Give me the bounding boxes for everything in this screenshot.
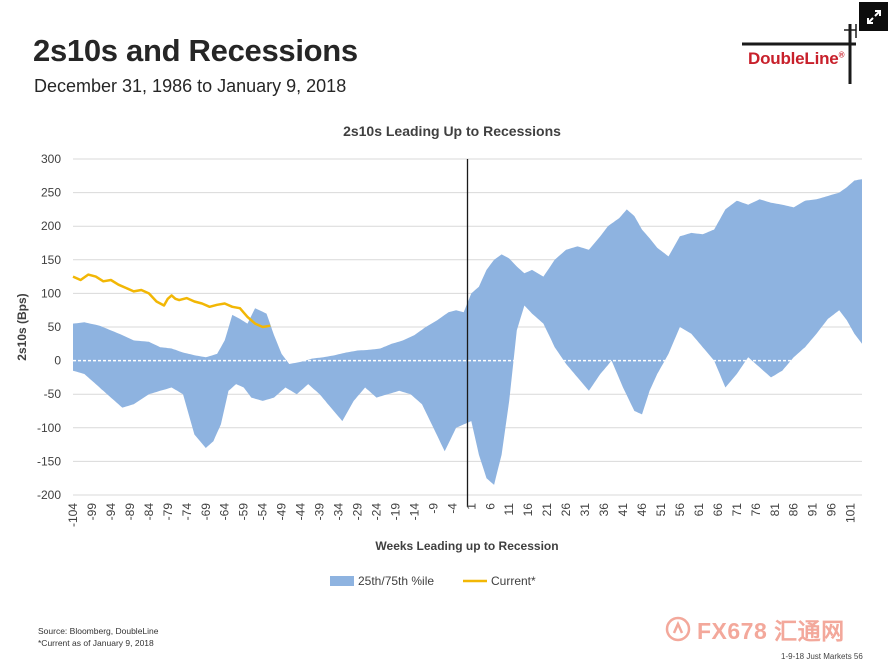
x-tick-label: -69 bbox=[199, 503, 213, 521]
y-tick-label: -150 bbox=[37, 454, 61, 468]
current-line bbox=[72, 273, 271, 329]
y-tick-label: -100 bbox=[37, 421, 61, 435]
slide-footer: 1-9-18 Just Markets 56 bbox=[781, 652, 863, 661]
y-tick-label: 150 bbox=[41, 253, 61, 267]
x-axis-label: Weeks Leading up to Recession bbox=[375, 539, 558, 553]
current-note: *Current as of January 9, 2018 bbox=[38, 638, 154, 648]
legend-band-label: 25th/75th %ile bbox=[358, 574, 434, 588]
source-line: Source: Bloomberg, DoubleLine bbox=[38, 626, 159, 636]
legend-band-swatch bbox=[330, 576, 354, 586]
chart-title: 2s10s Leading Up to Recessions bbox=[343, 123, 561, 139]
x-tick-label: -24 bbox=[369, 503, 383, 521]
y-tick-label: -200 bbox=[37, 488, 61, 502]
x-tick-label: -49 bbox=[275, 503, 289, 521]
x-tick-labels: -104 -99 -94 -89 -84 -79 -74 -69 -64 -59 -54 -49 -44… bbox=[66, 503, 858, 527]
x-tick-label: -54 bbox=[256, 503, 270, 521]
x-tick-label: 51 bbox=[654, 503, 668, 517]
x-tick-label: -59 bbox=[237, 503, 251, 521]
x-tick-label: 56 bbox=[673, 503, 687, 517]
y-tick-label: 100 bbox=[41, 286, 61, 300]
y-tick-label: 300 bbox=[41, 152, 61, 166]
current-series bbox=[72, 273, 271, 329]
legend: 25th/75th %ile Current* bbox=[330, 574, 536, 588]
slide-subtitle: December 31, 1986 to January 9, 2018 bbox=[34, 76, 347, 96]
slide-title: 2s10s and Recessions bbox=[33, 33, 358, 68]
source-note: Source: Bloomberg, DoubleLine *Current a… bbox=[38, 625, 159, 649]
x-tick-label: -94 bbox=[104, 503, 118, 521]
x-tick-label: -4 bbox=[445, 503, 459, 514]
x-tick-label: -34 bbox=[332, 503, 346, 521]
x-tick-label: -99 bbox=[85, 503, 99, 521]
x-tick-label: 86 bbox=[787, 503, 801, 517]
watermark-text: FX678 汇通网 bbox=[697, 618, 845, 644]
x-tick-label: -14 bbox=[407, 503, 421, 521]
y-tick-label: 250 bbox=[41, 186, 61, 200]
x-tick-label: 1 bbox=[464, 503, 478, 510]
y-tick-label: 0 bbox=[54, 354, 61, 368]
x-tick-label: 16 bbox=[521, 503, 535, 517]
x-tick-label: 6 bbox=[483, 503, 497, 510]
watermark: FX678 汇通网 bbox=[665, 612, 845, 646]
x-tick-label: -29 bbox=[350, 503, 364, 521]
x-tick-label: -64 bbox=[218, 503, 232, 521]
y-tick-label: 200 bbox=[41, 219, 61, 233]
x-tick-label: 76 bbox=[749, 503, 763, 517]
x-tick-label: 46 bbox=[635, 503, 649, 517]
x-tick-label: -79 bbox=[161, 503, 175, 521]
y-axis-label: 2s10s (Bps) bbox=[15, 293, 29, 360]
logo-frame-icon bbox=[742, 24, 857, 84]
x-tick-label: 81 bbox=[768, 503, 782, 517]
x-tick-label: -89 bbox=[123, 503, 137, 521]
x-tick-label: 41 bbox=[616, 503, 630, 517]
x-tick-label: -74 bbox=[180, 503, 194, 521]
x-tick-label: 66 bbox=[711, 503, 725, 517]
y-tick-labels: 300 250 200 150 100 50 0 -50 -100 -150 -200 bbox=[37, 152, 61, 502]
x-tick-label: -44 bbox=[294, 503, 308, 521]
x-tick-label: -19 bbox=[388, 503, 402, 521]
x-tick-label: 31 bbox=[578, 503, 592, 517]
x-tick-label: 61 bbox=[692, 503, 706, 517]
x-tick-label: -9 bbox=[426, 503, 440, 514]
x-tick-label: -84 bbox=[142, 503, 156, 521]
x-tick-label: 71 bbox=[730, 503, 744, 517]
x-tick-label: -104 bbox=[66, 503, 80, 527]
expand-icon bbox=[866, 9, 881, 24]
x-tick-label: 101 bbox=[844, 503, 858, 523]
logo-text: DoubleLine bbox=[748, 49, 839, 68]
doubleline-logo: DoubleLine® bbox=[740, 24, 858, 86]
x-tick-label: -39 bbox=[313, 503, 327, 521]
expand-button[interactable] bbox=[859, 2, 888, 31]
x-tick-label: 21 bbox=[540, 503, 554, 517]
x-tick-label: 26 bbox=[559, 503, 573, 517]
x-tick-label: 96 bbox=[825, 503, 839, 517]
x-tick-label: 91 bbox=[806, 503, 820, 517]
x-tick-label: 36 bbox=[597, 503, 611, 517]
y-tick-label: 50 bbox=[48, 320, 62, 334]
logo-registered-mark: ® bbox=[838, 50, 845, 60]
watermark-logo-icon bbox=[665, 616, 691, 642]
x-tick-label: 11 bbox=[502, 503, 516, 516]
legend-current-label: Current* bbox=[491, 574, 536, 588]
y-tick-label: -50 bbox=[44, 387, 62, 401]
